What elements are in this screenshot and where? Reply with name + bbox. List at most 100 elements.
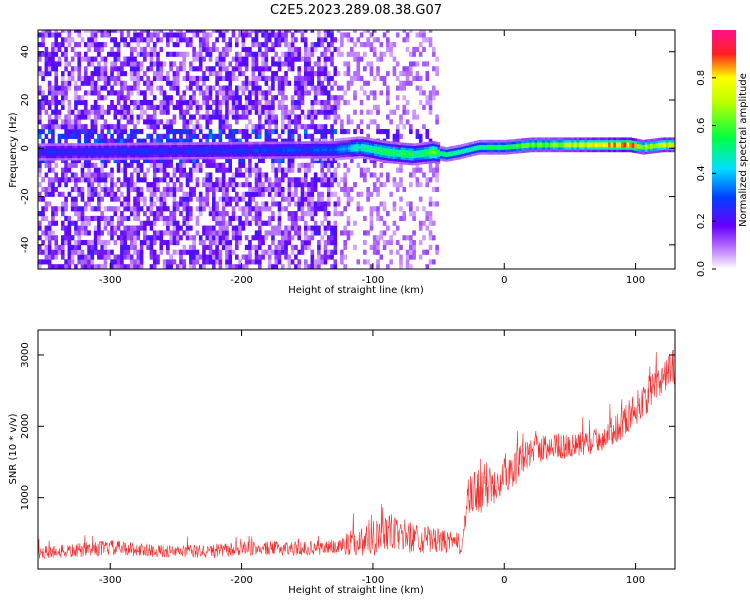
heatmap-cell	[47, 186, 52, 193]
signal-track-cell	[187, 154, 191, 158]
heatmap-cell	[51, 128, 55, 135]
signal-track-cell	[45, 148, 49, 151]
heatmap-cell	[372, 240, 377, 246]
heatmap-cell	[182, 75, 187, 81]
signal-track-cell	[316, 155, 320, 159]
signal-track-cell	[495, 142, 498, 145]
heatmap-cell	[340, 128, 344, 135]
heatmap-cell	[90, 244, 95, 250]
signal-track-cell	[227, 144, 231, 148]
signal-track-cell	[589, 149, 593, 153]
heatmap-cell	[74, 104, 78, 110]
heatmap-cell	[257, 75, 262, 81]
heatmap-cell	[317, 80, 321, 86]
heatmap-cell	[336, 182, 341, 188]
signal-track-cell	[329, 157, 333, 161]
heatmap-cell	[251, 215, 256, 222]
heatmap-cell	[428, 215, 433, 222]
signal-track-cell	[245, 149, 249, 152]
heatmap-cell	[83, 124, 88, 130]
signal-track-cell	[458, 151, 462, 155]
heatmap-cell	[205, 100, 210, 106]
signal-track-cell	[434, 143, 438, 147]
heatmap-cell	[74, 201, 78, 207]
heatmap-cell	[192, 133, 196, 139]
signal-track-cell	[497, 147, 501, 150]
heatmap-cell	[313, 61, 318, 67]
signal-track-cell	[555, 137, 559, 141]
signal-track-cell	[466, 142, 470, 146]
heatmap-cell	[129, 206, 134, 212]
heatmap-cell	[228, 182, 233, 188]
heatmap-cell	[189, 119, 193, 125]
heatmap-cell	[418, 100, 423, 106]
signal-track-cell	[563, 147, 567, 150]
heatmap-cell	[287, 128, 292, 135]
heatmap-cell	[244, 80, 249, 86]
heatmap-cell	[64, 240, 68, 246]
heatmap-cell	[267, 114, 272, 120]
heatmap-cell	[326, 114, 331, 120]
heatmap-cell	[267, 177, 272, 183]
heatmap-cell	[182, 90, 187, 96]
heatmap-cell	[379, 201, 384, 207]
heatmap-cell	[182, 259, 187, 265]
signal-track-cell	[342, 137, 346, 141]
heatmap-cell	[133, 167, 137, 173]
signal-track-cell	[426, 158, 430, 162]
heatmap-cell	[418, 75, 423, 81]
heatmap-cell	[346, 235, 351, 241]
signal-track-cell	[552, 144, 556, 148]
signal-track-cell	[145, 144, 149, 148]
heatmap-cell	[412, 46, 416, 53]
signal-track-cell	[174, 149, 178, 153]
heatmap-cell	[228, 37, 233, 43]
signal-track-cell	[476, 147, 480, 151]
heatmap-cell	[146, 66, 150, 72]
heatmap-cell	[290, 109, 295, 115]
heatmap-cell	[389, 51, 393, 57]
heatmap-cell	[225, 30, 229, 33]
heatmap-cell	[38, 90, 42, 96]
heatmap-cell	[330, 191, 334, 197]
heatmap-cell	[248, 80, 252, 86]
heatmap-cell	[41, 42, 45, 48]
heatmap-cell	[290, 100, 295, 106]
heatmap-cell	[47, 32, 52, 38]
heatmap-cell	[136, 191, 141, 197]
signal-track-cell	[500, 149, 504, 153]
signal-track-cell	[584, 142, 588, 145]
signal-track-cell	[405, 152, 409, 156]
heatmap-cell	[202, 80, 206, 86]
heatmap-cell	[221, 30, 226, 33]
signal-track-cell	[502, 149, 506, 153]
heatmap-cell	[297, 90, 301, 96]
heatmap-cell	[80, 264, 85, 269]
heatmap-cell	[80, 225, 85, 231]
signal-track-cell	[384, 155, 388, 159]
heatmap-cell	[261, 71, 265, 77]
heatmap-cell	[343, 240, 347, 246]
heatmap-cell	[303, 85, 308, 91]
heatmap-cell	[139, 37, 144, 43]
signal-track-cell	[182, 156, 186, 160]
signal-track-cell	[263, 141, 267, 145]
heatmap-cell	[280, 95, 285, 101]
heatmap-cell	[47, 90, 52, 96]
signal-track-cell	[502, 151, 506, 155]
signal-track-cell	[523, 142, 527, 146]
heatmap-cell	[74, 80, 78, 86]
heatmap-cell	[166, 109, 170, 115]
heatmap-cell	[412, 167, 416, 173]
heatmap-cell	[195, 162, 200, 168]
heatmap-cell	[64, 225, 68, 231]
heatmap-cell	[172, 138, 177, 144]
heatmap-cell	[100, 30, 104, 33]
heatmap-cell	[257, 30, 262, 33]
heatmap-cell	[363, 90, 367, 96]
signal-track-cell	[261, 146, 265, 150]
heatmap-cell	[359, 109, 364, 115]
heatmap-cell	[133, 201, 137, 207]
signal-track-cell	[424, 149, 428, 152]
signal-track-cell	[85, 147, 89, 151]
